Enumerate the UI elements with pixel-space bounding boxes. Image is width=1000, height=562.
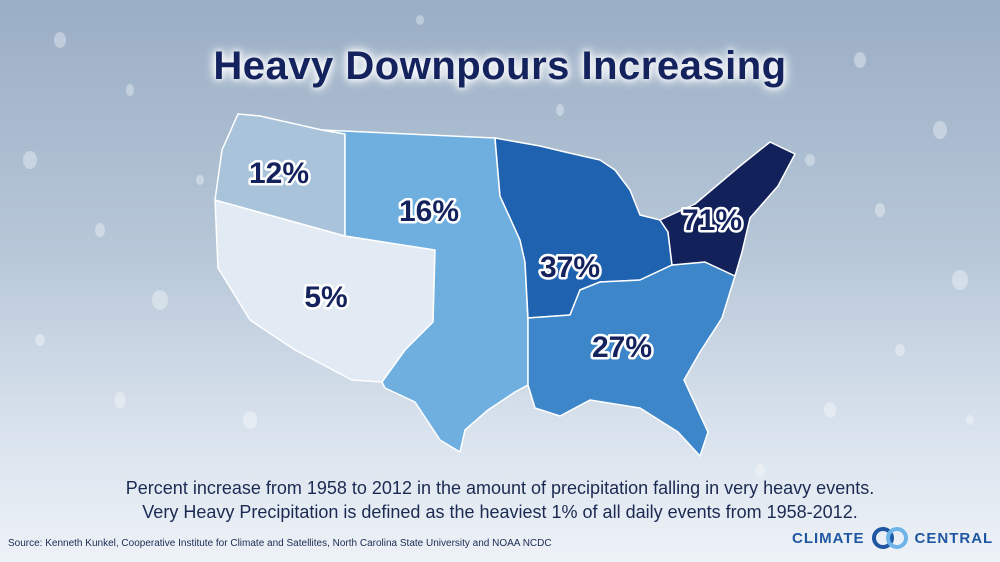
caption-line-1: Percent increase from 1958 to 2012 in th… xyxy=(125,478,875,498)
page-title: Heavy Downpours Increasing xyxy=(213,44,787,88)
region-northeast xyxy=(659,141,796,277)
climate-central-logo: CLIMATE CENTRAL xyxy=(792,526,993,550)
label-southwest: 5% xyxy=(304,281,347,314)
region-southeast xyxy=(527,261,736,457)
label-northeast: 71% xyxy=(682,204,742,237)
logo-rings-icon xyxy=(871,527,908,549)
logo-text-left: CLIMATE xyxy=(792,529,865,547)
label-great-plains: 16% xyxy=(399,195,459,228)
label-midwest: 37% xyxy=(540,251,600,284)
label-northwest: 12% xyxy=(249,157,309,190)
logo-text-right: CENTRAL xyxy=(914,529,994,547)
caption-line-2: Very Heavy Precipitation is defined as t… xyxy=(142,502,858,522)
label-southeast: 27% xyxy=(592,331,652,364)
source-credit: Source: Kenneth Kunkel, Cooperative Inst… xyxy=(8,538,552,549)
